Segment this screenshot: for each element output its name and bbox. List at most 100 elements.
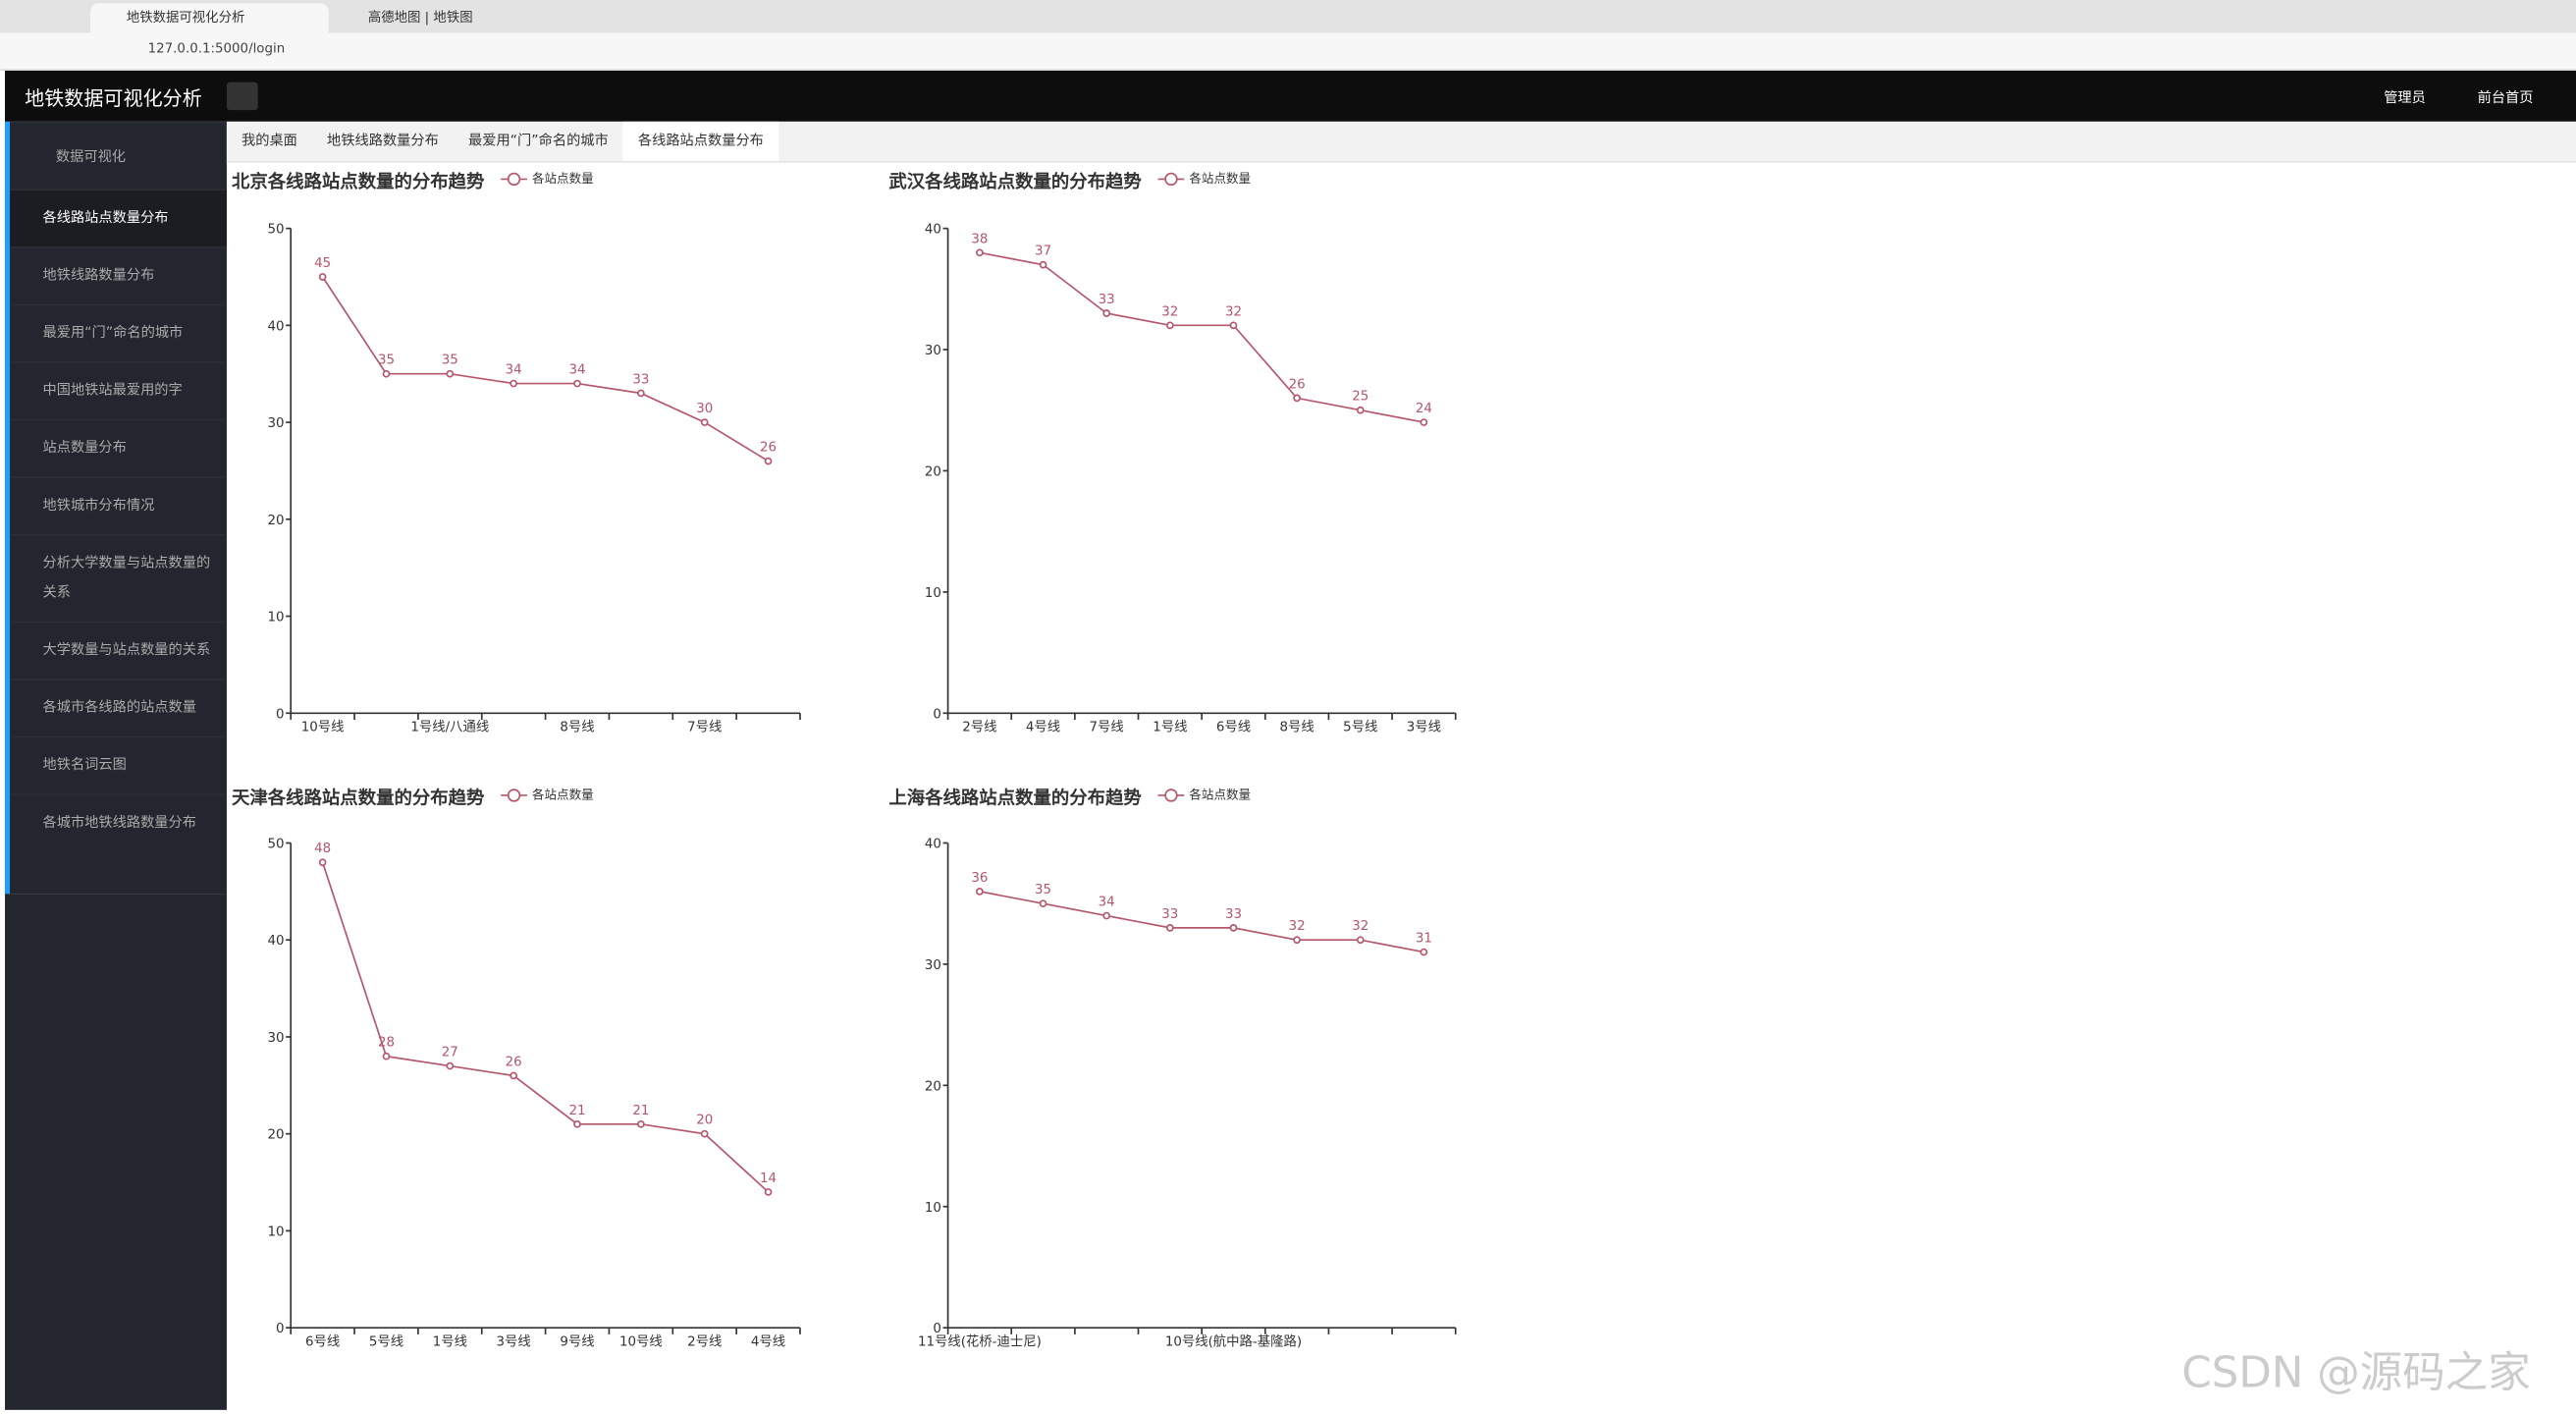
- menu-item[interactable]: 各城市各线路的站点数量: [10, 679, 227, 736]
- page-tab[interactable]: 最爱用“门”命名的城市: [467, 133, 609, 150]
- data-label: 14: [760, 1171, 777, 1186]
- series-line: [979, 251, 1424, 423]
- data-label: 31: [1416, 932, 1432, 947]
- data-label: 32: [1289, 919, 1306, 934]
- watermark: CSDN @源码之家: [2181, 1348, 2531, 1399]
- x-tick-label: 2号线: [687, 1334, 722, 1350]
- legend-label: 各站点数量: [1189, 171, 1251, 186]
- y-tick-label: 50: [267, 223, 284, 238]
- y-tick-label: 30: [267, 1031, 284, 1046]
- data-label: 27: [442, 1046, 458, 1060]
- menu-group[interactable]: 数据可视化: [10, 121, 227, 190]
- menu-toggle[interactable]: [226, 82, 258, 111]
- y-tick-label: 10: [925, 586, 941, 601]
- y-tick-label: 20: [267, 514, 284, 528]
- data-label: 36: [971, 871, 988, 886]
- address-bar: 127.0.0.1:5000/login: [0, 32, 2576, 71]
- y-tick-label: 20: [925, 464, 941, 479]
- menu-item[interactable]: 大学数量与站点数量的关系: [10, 621, 227, 680]
- data-label: 33: [1161, 907, 1178, 922]
- data-label: 26: [760, 441, 777, 456]
- data-label: 21: [568, 1104, 585, 1118]
- point: [318, 273, 327, 281]
- menu-item[interactable]: 地铁名词云图: [10, 735, 227, 794]
- point: [1356, 406, 1365, 414]
- data-label: 24: [1416, 402, 1432, 416]
- page-tabs: 我的桌面 地铁线路数量分布 最爱用“门”命名的城市 各线路站点数量分布: [226, 121, 2576, 163]
- y-tick-label: 10: [267, 611, 284, 625]
- menu-item[interactable]: 各线路站点数量分布: [10, 189, 227, 247]
- y-tick-label: 40: [925, 223, 941, 238]
- point: [318, 858, 327, 867]
- data-label: 25: [1352, 390, 1368, 405]
- x-tick-label: 3号线: [1407, 720, 1441, 735]
- menu-item[interactable]: 各城市地铁线路数量分布: [10, 793, 227, 851]
- x-tick-label: 5号线: [1343, 720, 1377, 735]
- point: [764, 457, 773, 465]
- sidebar-bg: [5, 894, 227, 1410]
- point: [1293, 936, 1301, 945]
- user-menu[interactable]: 管理员: [2384, 90, 2426, 107]
- data-label: 32: [1161, 304, 1178, 319]
- chart-title: 天津各线路站点数量的分布趋势: [232, 787, 485, 808]
- point: [1229, 321, 1238, 330]
- data-label: 38: [971, 232, 988, 246]
- y-tick-label: 30: [925, 958, 941, 973]
- point: [637, 389, 645, 398]
- menu-item[interactable]: 最爱用“门”命名的城市: [10, 303, 227, 362]
- y-tick-label: 0: [933, 707, 941, 722]
- legend-marker: [507, 172, 521, 187]
- data-label: 48: [314, 842, 331, 856]
- point: [1229, 924, 1238, 932]
- point: [976, 888, 984, 896]
- browser-tab[interactable]: 高德地图 | 地铁图: [367, 10, 473, 26]
- url[interactable]: 127.0.0.1:5000/login: [147, 40, 286, 56]
- data-label: 21: [632, 1104, 649, 1118]
- data-label: 30: [696, 402, 713, 416]
- y-tick-label: 30: [267, 416, 284, 431]
- x-tick-label: 9号线: [560, 1334, 594, 1350]
- x-tick-label: 6号线: [1216, 720, 1251, 735]
- legend-marker: [507, 789, 521, 802]
- menu-item[interactable]: 地铁线路数量分布: [10, 246, 227, 304]
- y-tick-label: 40: [267, 319, 284, 334]
- point: [637, 1119, 645, 1128]
- point: [573, 1119, 581, 1128]
- data-label: 33: [1099, 293, 1115, 307]
- data-label: 45: [314, 256, 331, 271]
- browser-tab[interactable]: 地铁数据可视化分析: [90, 3, 329, 33]
- data-label: 28: [378, 1036, 395, 1051]
- sidebar: 数据可视化 各线路站点数量分布 地铁线路数量分布 最爱用“门”命名的城市 中国地铁站最…: [5, 121, 227, 895]
- point: [1420, 948, 1428, 956]
- page-tab[interactable]: 我的桌面: [242, 133, 297, 150]
- menu-item[interactable]: 分析大学数量与站点数量的关系: [10, 533, 227, 622]
- y-tick-label: 10: [925, 1201, 941, 1216]
- app-header: 地铁数据可视化分析 管理员 前台首页: [5, 70, 2576, 122]
- page-tab[interactable]: 地铁线路数量分布: [327, 133, 439, 150]
- point: [1293, 394, 1301, 403]
- data-label: 26: [1289, 377, 1306, 392]
- home-link[interactable]: 前台首页: [2477, 90, 2534, 107]
- series-line: [979, 891, 1424, 953]
- data-label: 35: [1035, 883, 1051, 897]
- point: [1039, 899, 1047, 908]
- data-label: 35: [378, 354, 395, 368]
- point: [446, 1061, 455, 1070]
- x-tick-label: 1号线: [433, 1334, 467, 1350]
- menu-item[interactable]: 站点数量分布: [10, 418, 227, 477]
- x-tick-label: 10号线(航中路-基隆路): [1165, 1333, 1302, 1350]
- point: [976, 248, 984, 257]
- x-tick-label: 1号线/八通线: [410, 720, 489, 735]
- x-tick-label: 4号线: [1026, 720, 1060, 735]
- point: [1102, 911, 1111, 920]
- menu-item[interactable]: 地铁城市分布情况: [10, 476, 227, 534]
- data-label: 26: [506, 1055, 522, 1069]
- point: [510, 1071, 518, 1080]
- page-tab[interactable]: 各线路站点数量分布: [622, 121, 778, 162]
- x-tick-label: 8号线: [1279, 720, 1314, 735]
- legend-label: 各站点数量: [1189, 787, 1251, 801]
- menu-item[interactable]: 中国地铁站最爱用的字: [10, 361, 227, 419]
- point: [1039, 260, 1047, 269]
- x-tick-label: 1号线: [1153, 720, 1187, 735]
